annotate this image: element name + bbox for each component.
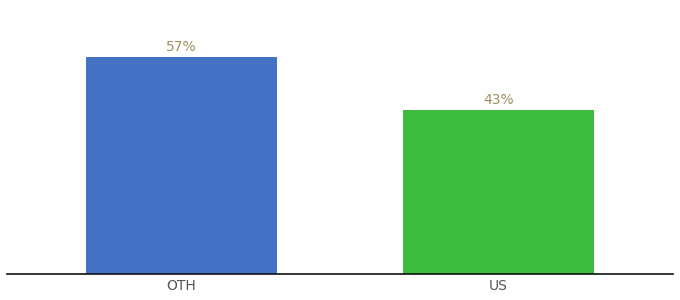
Bar [403,110,594,274]
Text: 43%: 43% [483,93,514,107]
Text: 57%: 57% [166,40,197,53]
Bar [86,57,277,274]
